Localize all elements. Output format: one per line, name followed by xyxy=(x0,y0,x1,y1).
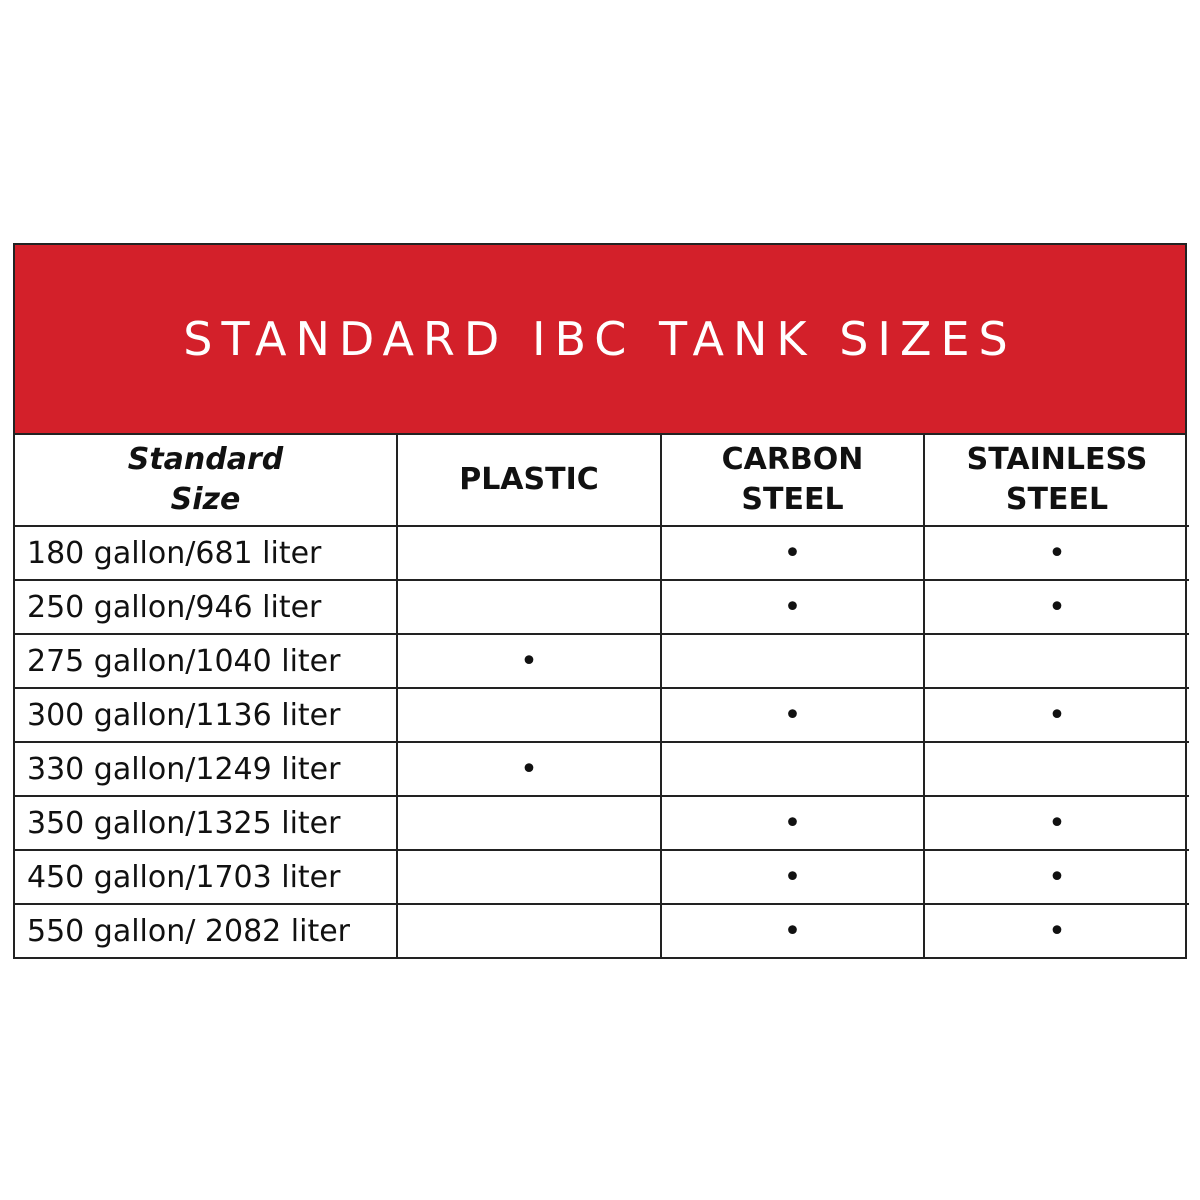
availability-cell: • xyxy=(660,849,925,905)
size-cell: 300 gallon/1136 liter xyxy=(15,687,398,743)
table-row: 300 gallon/1136 liter • • xyxy=(15,687,1189,743)
availability-cell xyxy=(396,579,662,635)
column-header: STAINLESS STEEL xyxy=(923,435,1189,527)
size-cell: 350 gallon/1325 liter xyxy=(15,795,398,851)
table-row: 250 gallon/946 liter • • xyxy=(15,579,1189,635)
availability-cell xyxy=(396,849,662,905)
table-row: 330 gallon/1249 liter • xyxy=(15,741,1189,797)
availability-cell xyxy=(923,633,1189,689)
table-row: 550 gallon/ 2082 liter • • xyxy=(15,903,1189,957)
availability-cell: • xyxy=(396,741,662,797)
table-head: Standard Size PLASTIC CARBON STEEL STAINLES… xyxy=(15,435,1189,527)
header-text: STAINLESS STEEL xyxy=(966,442,1148,517)
column-header: Standard Size xyxy=(15,435,398,527)
availability-cell xyxy=(396,525,662,581)
column-header: PLASTIC xyxy=(396,435,662,527)
availability-cell: • xyxy=(660,525,925,581)
availability-cell: • xyxy=(660,579,925,635)
header-text: Standard Size xyxy=(127,442,284,517)
table-grid: Standard Size PLASTIC CARBON STEEL STAINLES… xyxy=(15,435,1189,957)
availability-cell: • xyxy=(923,903,1189,957)
availability-cell xyxy=(396,903,662,957)
header-row: Standard Size PLASTIC CARBON STEEL STAINLES… xyxy=(15,435,1189,527)
size-table: STANDARD IBC TANK SIZES Standard Size PLA… xyxy=(13,243,1189,959)
availability-cell: • xyxy=(923,579,1189,635)
availability-cell xyxy=(660,633,925,689)
size-cell: 450 gallon/1703 liter xyxy=(15,849,398,905)
size-cell: 330 gallon/1249 liter xyxy=(15,741,398,797)
availability-cell: • xyxy=(923,687,1189,743)
header-text: CARBON STEEL xyxy=(721,442,864,517)
size-cell: 275 gallon/1040 liter xyxy=(15,633,398,689)
availability-cell: • xyxy=(660,903,925,957)
table-row: 180 gallon/681 liter • • xyxy=(15,525,1189,581)
availability-cell xyxy=(396,795,662,851)
availability-cell xyxy=(923,741,1189,797)
column-header: CARBON STEEL xyxy=(660,435,925,527)
availability-cell: • xyxy=(923,525,1189,581)
availability-cell: • xyxy=(396,633,662,689)
table-row: 450 gallon/1703 liter • • xyxy=(15,849,1189,905)
table-row: 350 gallon/1325 liter • • xyxy=(15,795,1189,851)
size-cell: 250 gallon/946 liter xyxy=(15,579,398,635)
size-cell: 180 gallon/681 liter xyxy=(15,525,398,581)
availability-cell xyxy=(660,741,925,797)
table-body: 180 gallon/681 liter • • 250 gallon/946 lit… xyxy=(15,525,1189,957)
availability-cell: • xyxy=(923,795,1189,851)
availability-cell: • xyxy=(660,795,925,851)
availability-cell: • xyxy=(923,849,1189,905)
header-text: PLASTIC xyxy=(459,462,599,497)
size-cell: 550 gallon/ 2082 liter xyxy=(15,903,398,957)
table-title: STANDARD IBC TANK SIZES xyxy=(15,245,1185,435)
availability-cell xyxy=(396,687,662,743)
table-row: 275 gallon/1040 liter • xyxy=(15,633,1189,689)
availability-cell: • xyxy=(660,687,925,743)
